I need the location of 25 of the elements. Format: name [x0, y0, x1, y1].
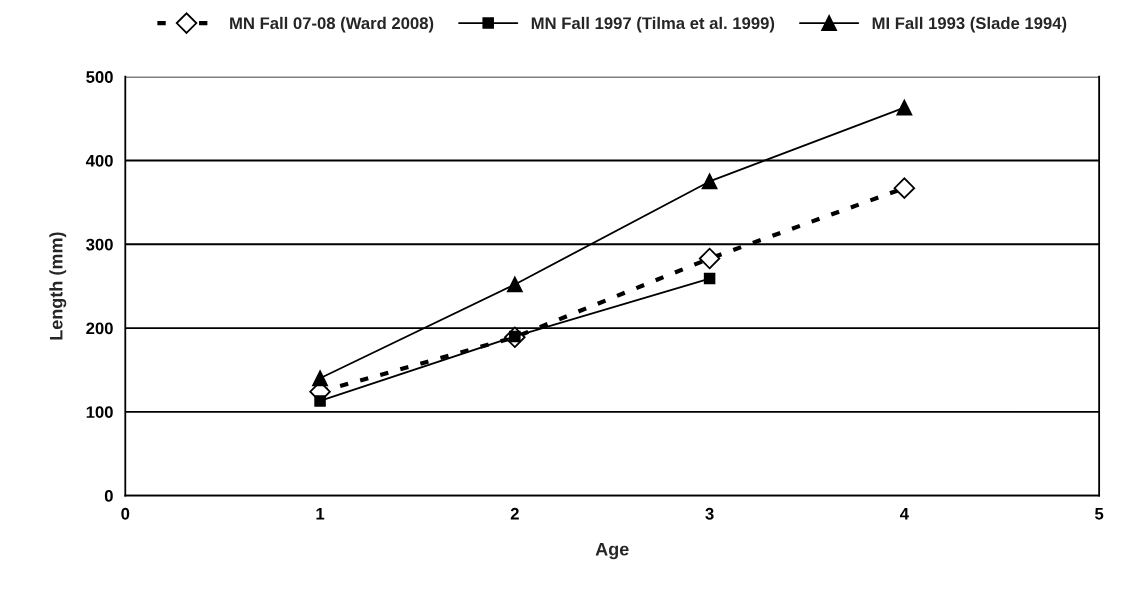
legend-label: MI Fall 1993 (Slade 1994) [872, 16, 1067, 33]
x-tick-label: 2 [510, 507, 519, 520]
point [314, 395, 326, 407]
point [701, 173, 718, 190]
x-tick-label: 5 [1095, 508, 1104, 520]
x-tick-label: 1 [316, 508, 325, 520]
point [506, 276, 523, 293]
y-tick-label: 100 [86, 406, 113, 419]
x-tick-label: 0 [121, 507, 130, 520]
y-tick-label: 300 [86, 238, 113, 251]
point [893, 177, 916, 199]
legend-label: MN Fall 1997 (Tilma et al. 1999) [531, 16, 775, 33]
y-axis-title: Length (mm) [49, 232, 67, 340]
x-tick-label: 3 [705, 507, 714, 520]
point [896, 99, 913, 116]
point [698, 247, 721, 270]
y-tick-label: 400 [85, 154, 113, 167]
point [703, 272, 716, 285]
y-tick-label: 0 [104, 490, 113, 502]
x-axis-title: Age [595, 542, 629, 560]
x-tick-label: 4 [899, 508, 909, 520]
y-tick-label: 500 [86, 71, 113, 83]
legend-label: MN Fall 07-08 (Ward 2008) [230, 16, 434, 33]
point [312, 370, 328, 387]
y-tick-label: 200 [86, 322, 113, 335]
